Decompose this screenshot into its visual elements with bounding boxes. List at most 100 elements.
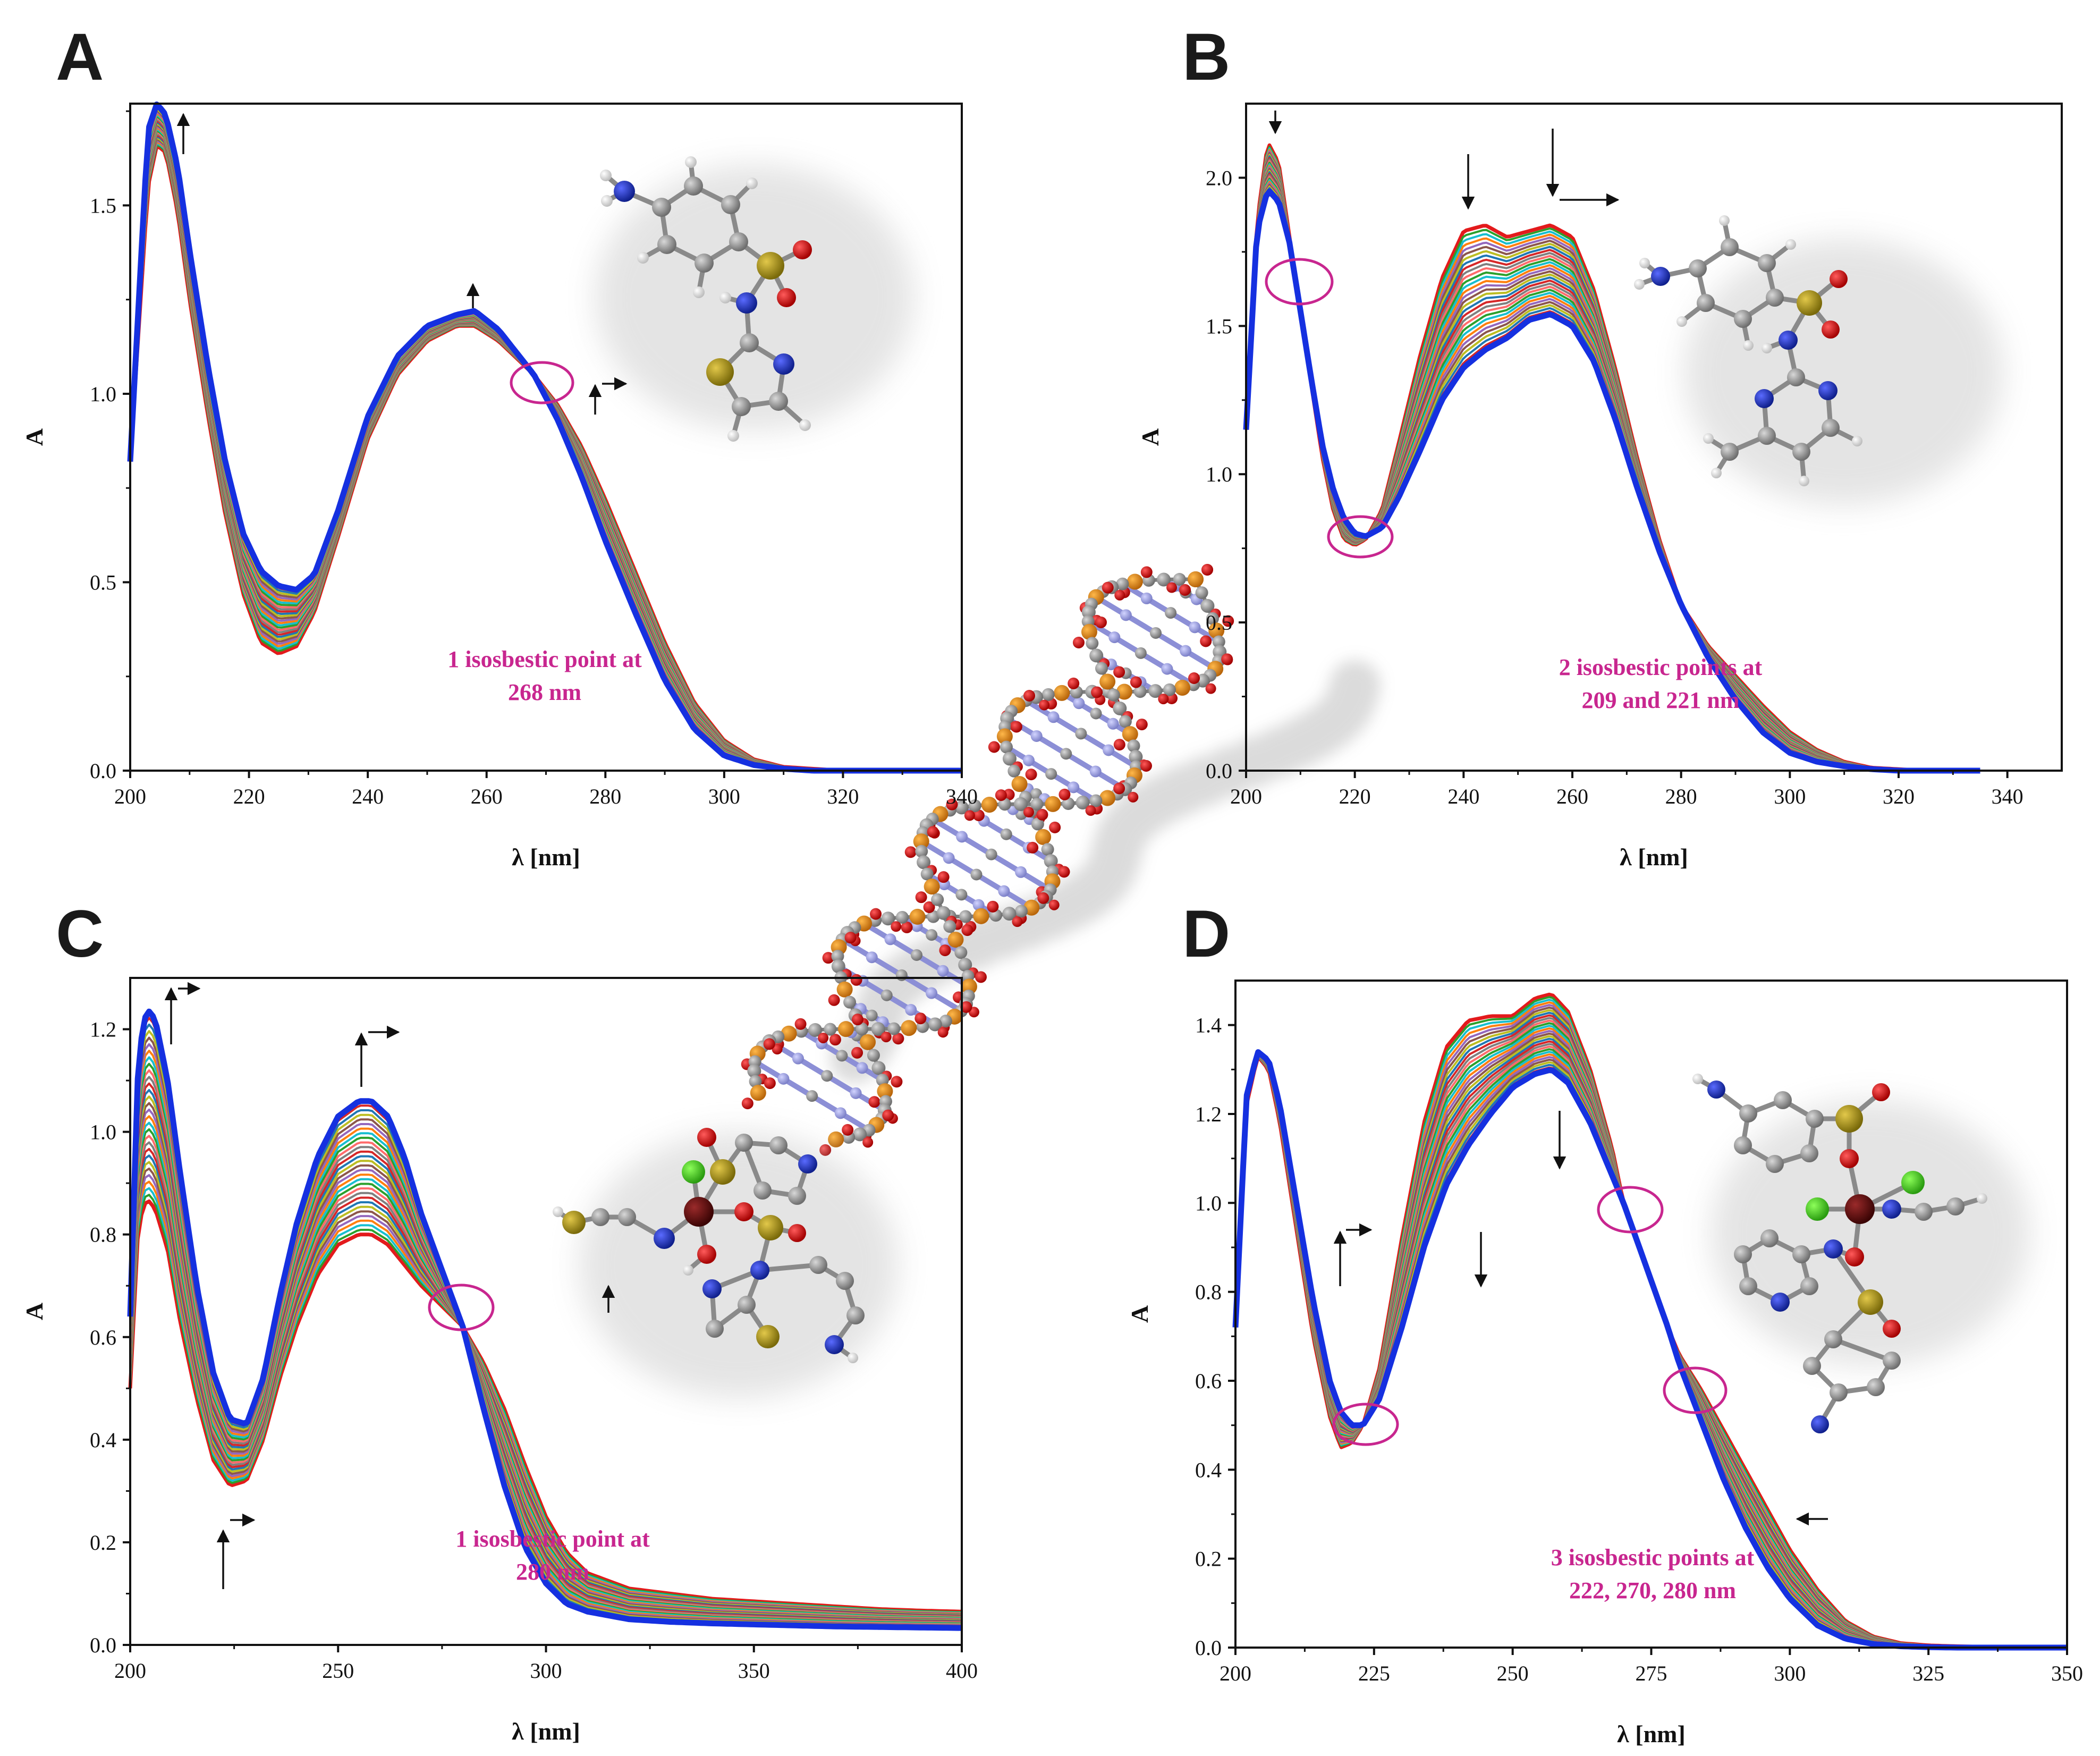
atom-sphere xyxy=(1127,573,1143,590)
atom-sphere xyxy=(842,1124,854,1136)
atom-sphere xyxy=(657,235,676,254)
atom-sphere xyxy=(1785,239,1796,250)
atom-sphere xyxy=(763,1038,775,1050)
y-tick-label: 0.0 xyxy=(90,1633,116,1657)
panel-letter: A xyxy=(56,20,104,94)
atom-sphere xyxy=(769,392,788,411)
atom-sphere xyxy=(891,1076,903,1088)
atom-sphere xyxy=(1845,1194,1875,1224)
atom-sphere xyxy=(1799,476,1809,486)
molecule-shadow xyxy=(579,1132,898,1398)
atom-sphere xyxy=(867,1049,880,1062)
atom-sphere xyxy=(943,920,956,933)
atom-sphere xyxy=(729,232,748,251)
atom-sphere xyxy=(1010,721,1022,733)
atom-sphere xyxy=(793,240,812,259)
atom-sphere xyxy=(1835,1105,1863,1133)
atom-sphere xyxy=(1068,781,1080,793)
x-tick-label: 220 xyxy=(1339,784,1371,808)
atom-sphere xyxy=(939,1015,952,1028)
atom-sphere xyxy=(1081,623,1097,640)
atom-sphere xyxy=(987,900,999,913)
atom-sphere xyxy=(915,891,927,904)
atom-sphere xyxy=(834,1107,846,1119)
atom-sphere xyxy=(947,932,964,948)
atom-sphere xyxy=(1041,688,1055,701)
atom-sphere xyxy=(1822,320,1840,339)
atom-sphere xyxy=(1049,821,1061,833)
atom-sphere xyxy=(1086,637,1099,650)
atom-sphere xyxy=(828,994,840,1006)
atom-sphere xyxy=(553,1206,563,1217)
atom-sphere xyxy=(1103,744,1115,756)
isosbestic-annotation: 268 nm xyxy=(508,679,581,705)
isosbestic-marker xyxy=(1332,1403,1399,1446)
atom-sphere xyxy=(968,799,981,813)
atom-sphere xyxy=(895,911,909,924)
atom-sphere xyxy=(1119,715,1132,728)
atom-sphere xyxy=(769,1136,788,1154)
atom-sphere xyxy=(1166,582,1178,593)
y-tick-label: 1.2 xyxy=(1195,1102,1222,1126)
atom-sphere xyxy=(1212,635,1225,648)
atom-sphere xyxy=(1072,636,1085,648)
atom-sphere xyxy=(915,845,928,858)
molecule-illustration xyxy=(595,156,914,442)
atom-sphere xyxy=(1148,684,1163,698)
atom-sphere xyxy=(1140,759,1152,772)
y-tick-label: 0.8 xyxy=(1195,1280,1222,1304)
atom-sphere xyxy=(1703,433,1714,444)
atom-sphere xyxy=(1107,688,1120,702)
atom-sphere xyxy=(1025,769,1037,781)
atom-sphere xyxy=(1758,254,1776,272)
atom-sphere xyxy=(943,852,955,864)
atom-sphere xyxy=(998,885,1010,897)
x-tick-label: 240 xyxy=(352,784,384,808)
atom-sphere xyxy=(618,1208,636,1226)
atom-sphere xyxy=(1206,612,1219,625)
atom-sphere xyxy=(1189,621,1201,634)
atom-sphere xyxy=(1195,586,1208,600)
y-tick-label: 0.0 xyxy=(1206,759,1232,783)
atom-sphere xyxy=(914,1012,927,1025)
atom-sphere xyxy=(1054,685,1070,701)
atom-sphere xyxy=(1179,584,1191,596)
atom-sphere xyxy=(995,789,1007,801)
atom-sphere xyxy=(1134,647,1147,659)
atom-sphere xyxy=(684,1197,714,1227)
panel-letter: D xyxy=(1182,897,1230,971)
atom-sphere xyxy=(1048,899,1060,910)
atom-sphere xyxy=(1719,215,1730,226)
atom-sphere xyxy=(924,879,940,895)
atom-sphere xyxy=(954,946,968,959)
panel-letter: C xyxy=(56,897,104,971)
atom-sphere xyxy=(1037,892,1049,904)
x-axis-title: λ [nm] xyxy=(512,843,580,871)
atom-sphere xyxy=(1081,605,1096,619)
atom-sphere xyxy=(798,1154,817,1174)
atom-sphere xyxy=(1739,1277,1757,1295)
atom-sphere xyxy=(1711,468,1722,478)
atom-sphere xyxy=(1060,748,1072,760)
atom-sphere xyxy=(1758,427,1776,445)
y-tick-label: 0.5 xyxy=(1206,611,1232,635)
y-tick-label: 2.0 xyxy=(1206,166,1232,190)
isosbestic-marker xyxy=(1663,1366,1728,1414)
x-tick-label: 300 xyxy=(708,784,740,808)
atom-sphere xyxy=(1031,817,1044,831)
atom-sphere xyxy=(881,911,895,926)
y-tick-label: 0.4 xyxy=(90,1428,116,1452)
atom-sphere xyxy=(1030,798,1044,811)
isosbestic-annotation: 1 isosbestic point at xyxy=(447,646,642,672)
atom-sphere xyxy=(936,906,951,920)
atom-sphere xyxy=(925,987,937,999)
plot-frame xyxy=(1245,103,2063,772)
panel-c: C 200 250 300 350 400 0.0 0.2 0.4 0.6 0.8 1.0 1.2 λ [… xyxy=(21,897,978,1745)
atom-sphere xyxy=(614,181,635,202)
atom-sphere xyxy=(821,1070,833,1082)
atom-sphere xyxy=(1734,1245,1752,1263)
atom-sphere xyxy=(1108,631,1121,644)
atom-sphere xyxy=(1734,1136,1752,1154)
atom-sphere xyxy=(1762,343,1772,353)
atom-sphere xyxy=(831,950,844,963)
